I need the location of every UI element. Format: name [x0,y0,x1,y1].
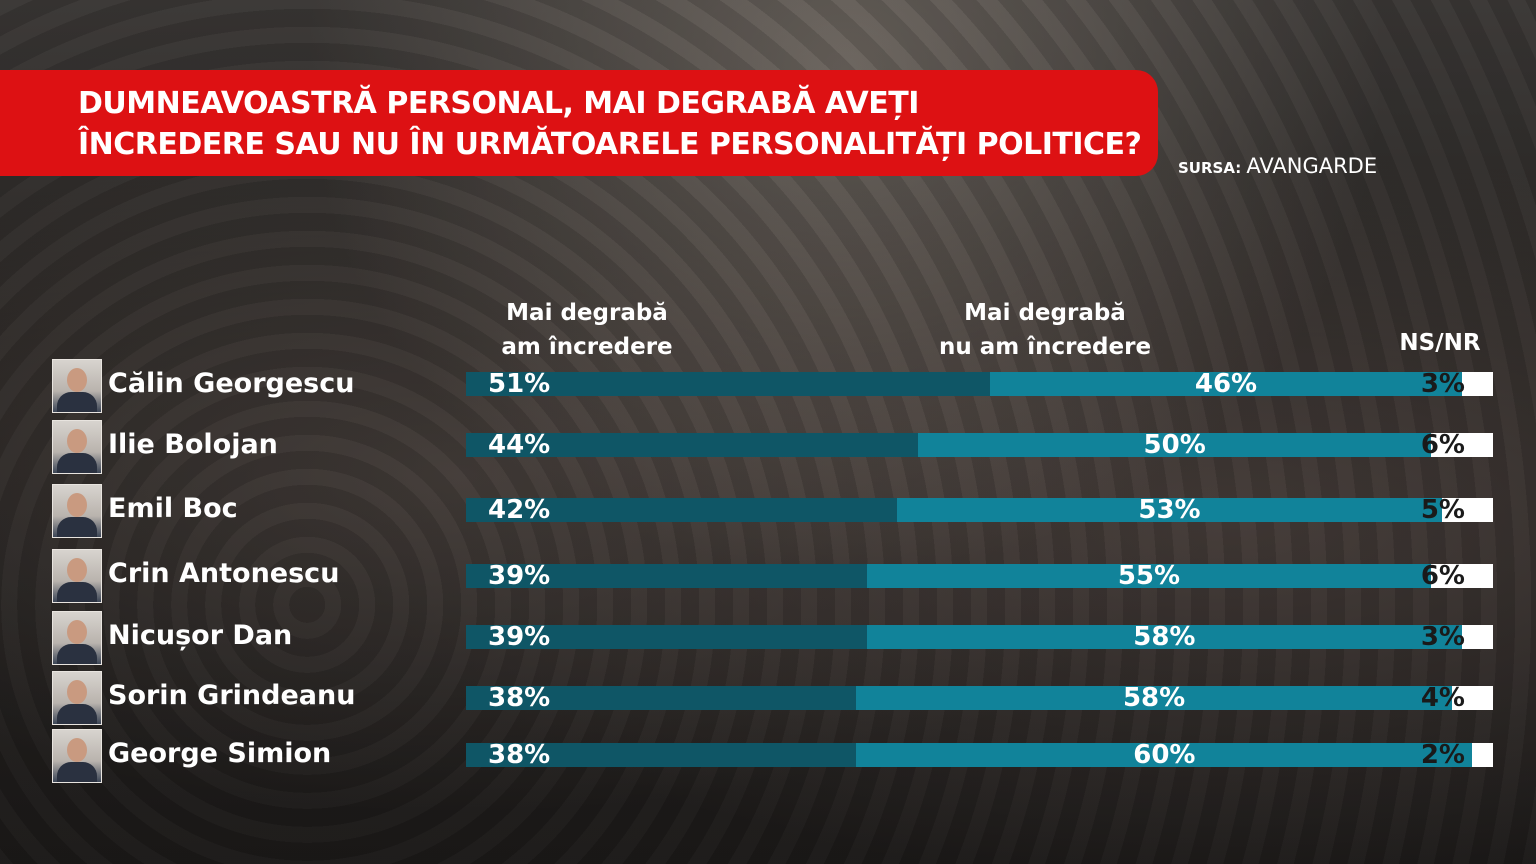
stacked-bar: 39% 55% 6% [466,561,1493,591]
data-label: 39% [488,622,551,652]
photo-suit [57,644,97,664]
data-label: 6% [1420,430,1465,460]
chart-row: Crin Antonescu 39% 55% 6% [0,546,1536,606]
bar-segment-trust: 39% [466,561,867,591]
bar-segment-trust: 42% [466,495,898,525]
column-header-nsnr: NS/NR [1399,330,1481,356]
question-title-line-1: DUMNEAVOASTRĂ PERSONAL, MAI DEGRABĂ AVEȚ… [78,86,919,121]
politician-name: George Simion [108,738,332,769]
politician-photo [52,729,102,783]
politician-photo [52,359,102,413]
politician-name: Nicușor Dan [108,620,293,651]
photo-suit [57,762,97,782]
politician-name: Călin Georgescu [108,368,355,399]
data-label: 38% [488,683,551,713]
politician-name: Emil Boc [108,493,238,524]
chart-row: Emil Boc 42% 53% 5% [0,481,1536,541]
photo-head [67,493,87,517]
bar-segment-nsnr: 3% [1421,369,1493,399]
bar-segment-trust: 44% [466,430,918,460]
bar-segment-trust: 38% [466,740,857,770]
bar-segment-distrust: 58% [856,683,1452,713]
column-header-distrust-line-1: Mai degrabă [964,300,1126,326]
data-label: 6% [1420,561,1465,591]
politician-photo [52,671,102,725]
chart-row: Nicușor Dan 39% 58% 3% [0,608,1536,668]
data-label: 5% [1420,495,1465,525]
column-header-trust-line-1: Mai degrabă [506,300,668,326]
data-label: 2% [1420,740,1465,770]
chart-row: Ilie Bolojan 44% 50% 6% [0,417,1536,477]
column-header-distrust: Mai degrabă nu am încredere [930,296,1160,364]
data-label: 53% [1138,495,1201,525]
data-label: 60% [1133,740,1196,770]
photo-head [67,620,87,644]
data-label: 46% [1194,369,1258,399]
data-label: 58% [1122,683,1186,713]
politician-photo [52,484,102,538]
column-header-trust-line-2: am încredere [501,334,673,360]
source-value: AVANGARDE [1246,154,1378,178]
politician-name: Ilie Bolojan [108,429,278,460]
data-label: 50% [1143,430,1206,460]
bar-segment-distrust: 60% [856,740,1473,770]
photo-suit [57,704,97,724]
bar-segment-nsnr: 4% [1421,683,1493,713]
data-label: 4% [1420,683,1465,713]
column-header-trust: Mai degrabă am încredere [487,296,687,364]
bar-segment-distrust: 50% [917,430,1432,460]
data-label: 3% [1420,369,1465,399]
stacked-bar: 39% 58% 3% [466,622,1493,652]
bar-segment-distrust: 53% [897,495,1442,525]
photo-head [67,680,87,704]
photo-head [67,368,87,392]
politician-name: Crin Antonescu [108,558,340,589]
bar-segment-nsnr: 6% [1421,430,1493,460]
chart-row: Călin Georgescu 51% 46% 3% [0,356,1536,416]
bar-segment-trust: 38% [466,683,857,713]
bar-segment-nsnr: 5% [1421,495,1493,525]
bar-segment-distrust: 58% [866,622,1463,652]
bar-segment-distrust: 46% [989,369,1463,399]
title-band [0,70,1158,176]
stacked-bar: 38% 58% 4% [466,683,1493,713]
photo-suit [57,392,97,412]
photo-head [67,558,87,582]
politician-photo [52,611,102,665]
data-label: 55% [1117,561,1181,591]
data-label: 51% [488,369,551,399]
data-label: 38% [488,740,551,770]
bar-segment-trust: 51% [466,369,990,399]
data-label: 42% [488,495,551,525]
photo-head [67,738,87,762]
column-header-distrust-line-2: nu am încredere [938,334,1152,360]
question-title-line-2: ÎNCREDERE SAU NU ÎN URMĂTOARELE PERSONAL… [78,127,1142,162]
politician-photo [52,549,102,603]
data-label: 58% [1133,622,1196,652]
data-label: 44% [488,430,551,460]
data-label: 3% [1420,622,1465,652]
bar-segment-trust: 39% [466,622,867,652]
bar-segment-nsnr: 3% [1421,622,1493,652]
bar-segment-nsnr: 6% [1421,561,1493,591]
source-label: SURSA: [1178,159,1242,177]
chart-row: George Simion 38% 60% 2% [0,726,1536,786]
photo-head [67,429,87,453]
photo-suit [57,517,97,537]
source-credit: SURSA: AVANGARDE [1178,154,1377,178]
bar-segment-distrust: 55% [866,561,1432,591]
stacked-bar: 42% 53% 5% [466,495,1493,525]
stacked-bar: 44% 50% 6% [466,430,1493,460]
stacked-bar: 38% 60% 2% [466,740,1493,770]
chart-row: Sorin Grindeanu 38% 58% 4% [0,668,1536,728]
data-label: 39% [488,561,551,591]
stacked-bar: 51% 46% 3% [466,369,1493,399]
politician-photo [52,420,102,474]
bar-segment-nsnr: 2% [1421,740,1493,770]
photo-suit [57,582,97,602]
politician-name: Sorin Grindeanu [108,680,356,711]
photo-suit [57,453,97,473]
